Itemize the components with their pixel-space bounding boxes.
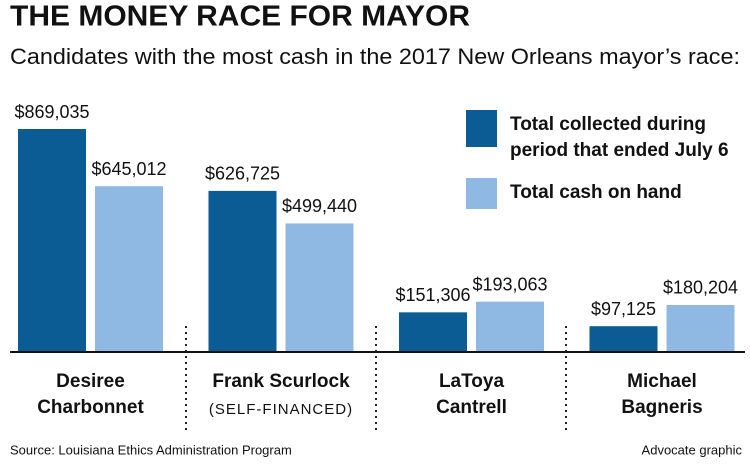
category-label: Desiree [56,371,125,392]
legend-swatch [466,110,497,147]
value-label: $869,035 [14,102,89,122]
bar [476,301,544,351]
legend-label: Total cash on hand [510,182,682,203]
value-label: $626,725 [205,164,280,184]
bar [95,186,163,351]
value-label: $645,012 [91,159,166,179]
category-label: Cantrell [436,397,507,418]
value-label: $97,125 [591,299,656,319]
chart-subtitle: Candidates with the most cash in the 201… [10,44,740,69]
credit: Advocate graphic [642,442,743,457]
bar [399,312,467,351]
value-label: $180,204 [663,278,738,298]
legend-label: period that ended July 6 [510,140,729,161]
legend-label: Total collected during [510,114,706,135]
value-label: $151,306 [395,285,470,305]
category-label: Charbonnet [37,397,144,418]
value-label: $193,063 [472,274,547,294]
bar [589,326,658,351]
bar [666,304,735,351]
chart-title: THE MONEY RACE FOR MAYOR [10,1,470,33]
annotation: (SELF-FINANCED) [209,401,353,418]
bar [18,129,86,351]
category-label: LaToya [439,371,505,392]
legend-swatch [466,178,497,209]
source: Source: Louisiana Ethics Administration … [10,442,292,457]
value-label: $499,440 [282,196,357,216]
category-label: Frank Scurlock [212,371,350,392]
category-label: Bagneris [621,397,702,418]
bar [208,190,277,351]
bar [285,223,354,351]
category-label: Michael [627,371,697,392]
